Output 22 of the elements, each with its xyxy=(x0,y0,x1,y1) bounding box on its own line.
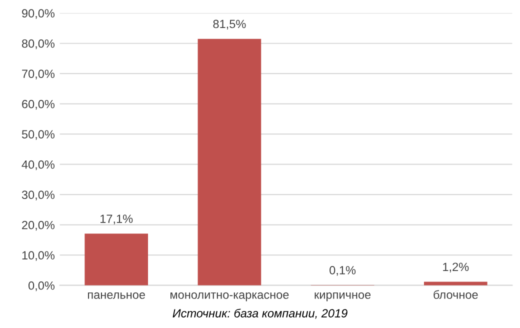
y-tick-label: 50,0% xyxy=(22,130,55,140)
x-tick-label: панельное xyxy=(88,292,145,299)
y-tick-label: 10,0% xyxy=(22,251,55,261)
y-tick-label: 40,0% xyxy=(22,160,55,170)
x-tick-label: монолитно-каркасное xyxy=(170,292,289,302)
y-tick-label: 0,0% xyxy=(28,281,55,292)
y-tick-label: 80,0% xyxy=(22,39,55,50)
data-label: 0,1% xyxy=(330,266,356,276)
data-label: 1,2% xyxy=(443,262,469,272)
x-tick-label: кирпичное xyxy=(314,292,371,302)
bar xyxy=(198,38,262,286)
text: Источник: база компании, 2019 xyxy=(172,308,348,319)
y-tick-label: 90,0% xyxy=(22,9,55,19)
y-tick-label: 20,0% xyxy=(22,220,55,231)
bar xyxy=(84,234,148,286)
data-label: 17,1% xyxy=(100,214,133,224)
x-tick-label: блочное xyxy=(434,290,478,299)
y-tick-label: 30,0% xyxy=(22,190,55,200)
data-label: 81,5% xyxy=(213,20,246,30)
y-tick-label: 60,0% xyxy=(22,100,55,110)
bar xyxy=(424,282,488,286)
y-tick-label: 70,0% xyxy=(22,70,55,80)
